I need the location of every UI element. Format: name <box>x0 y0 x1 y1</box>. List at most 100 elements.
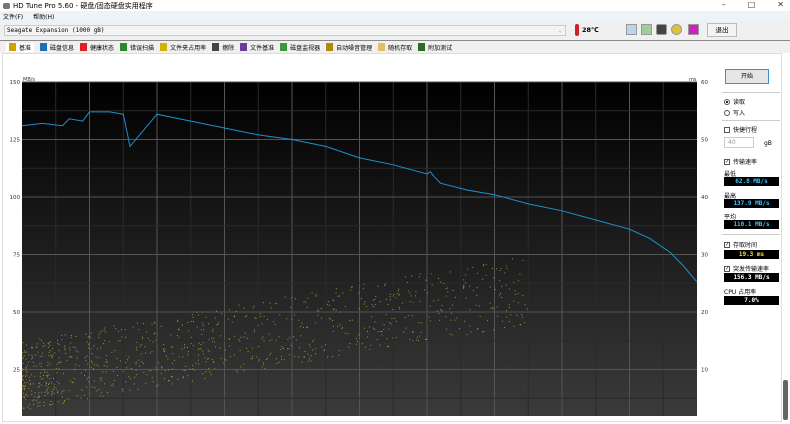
access-time-point <box>376 339 378 341</box>
access-time-point <box>306 326 308 328</box>
access-time-point <box>344 332 346 334</box>
menu-help[interactable]: 帮助(H) <box>33 13 55 21</box>
access-time-point <box>22 379 24 381</box>
access-time-point <box>47 392 49 394</box>
access-time-point <box>164 370 166 372</box>
access-time-point <box>64 349 66 351</box>
access-time-point <box>505 284 507 286</box>
checkbox[interactable]: ✓ <box>724 158 730 165</box>
access-time-point <box>270 307 272 309</box>
tab-2[interactable]: 健康状态 <box>80 43 114 52</box>
access-time-point <box>216 324 218 326</box>
tab-6[interactable]: 文件基准 <box>240 43 274 52</box>
access-time-point <box>307 353 309 355</box>
access-time-point <box>32 383 34 385</box>
radio-read[interactable] <box>724 98 730 105</box>
access-time-point <box>87 336 89 338</box>
access-value: 19.3 ms <box>724 250 779 259</box>
tab-10[interactable]: 附加测试 <box>418 43 452 52</box>
access-time-point <box>254 317 256 319</box>
tab-5[interactable]: 擦除 <box>212 43 234 52</box>
access-time-point <box>49 404 51 406</box>
access-time-point <box>492 308 494 310</box>
read-radio[interactable]: 读取 <box>724 97 745 106</box>
access-time-point <box>498 295 500 297</box>
tab-8[interactable]: 自动噪音管理 <box>326 43 372 52</box>
access-time-point <box>66 360 68 362</box>
start-button[interactable]: 开始 <box>725 69 769 84</box>
access-time-point <box>202 353 204 355</box>
access-time-point <box>445 316 447 318</box>
save-icon[interactable] <box>688 24 699 35</box>
short-stroke-stepper[interactable]: 40 <box>724 137 754 148</box>
access-time-point <box>271 339 273 341</box>
access-time-point <box>54 383 56 385</box>
access-time-point <box>433 300 435 302</box>
access-time-point <box>317 314 319 316</box>
access-time-point <box>383 324 385 326</box>
checkbox[interactable]: ✓ <box>724 241 730 248</box>
access-time-point <box>385 314 387 316</box>
access-time-point <box>377 331 379 333</box>
menu-file[interactable]: 文件(F) <box>3 13 24 21</box>
transfer-rate-label: 传输速率 <box>733 159 758 166</box>
access-time-point <box>325 344 327 346</box>
y2-tick-label: 40 <box>701 195 708 201</box>
tab-icon <box>9 43 16 51</box>
access-time-point <box>239 349 241 351</box>
tab-0[interactable]: 基准 <box>6 42 35 52</box>
access-time-point <box>25 394 27 396</box>
access-time-point <box>374 298 376 300</box>
minimize-button[interactable]: – <box>721 0 726 9</box>
access-time-point <box>256 356 258 358</box>
access-time-point <box>437 299 439 301</box>
access-time-point <box>514 293 516 295</box>
burst-rate-checkbox[interactable]: ✓ 突发传输速率 <box>724 264 769 273</box>
access-time-point <box>198 354 200 356</box>
tab-4[interactable]: 文件夹占用率 <box>160 43 206 52</box>
checkbox[interactable] <box>724 126 730 133</box>
access-time-point <box>48 355 50 357</box>
access-time-point <box>80 397 82 399</box>
access-time-point <box>372 299 374 301</box>
access-time-point <box>70 356 72 358</box>
tab-9[interactable]: 随机存取 <box>378 43 412 52</box>
tab-3[interactable]: 错误扫描 <box>120 43 154 52</box>
checkbox[interactable]: ✓ <box>724 265 730 272</box>
access-time-point <box>361 342 363 344</box>
access-time-point <box>119 340 121 342</box>
access-time-point <box>52 403 54 405</box>
access-time-point <box>370 344 372 346</box>
short-stroke-checkbox[interactable]: 快捷行程 <box>724 125 757 134</box>
radio-write[interactable] <box>724 109 730 116</box>
exit-button[interactable]: 退出 <box>707 23 737 37</box>
access-time-point <box>449 271 451 273</box>
access-time-point <box>261 338 263 340</box>
options-icon[interactable] <box>671 24 682 35</box>
close-button[interactable]: ✕ <box>777 0 784 9</box>
tab-7[interactable]: 磁盘监视器 <box>280 43 320 52</box>
access-time-point <box>456 317 458 319</box>
access-time-point <box>22 378 24 380</box>
access-time-point <box>25 367 27 369</box>
access-time-point <box>381 331 383 333</box>
access-time-point <box>22 396 24 398</box>
maximize-button[interactable]: □ <box>747 0 756 9</box>
access-time-point <box>356 343 358 345</box>
tab-1[interactable]: 磁盘信息 <box>40 43 74 52</box>
access-time-point <box>170 334 172 336</box>
access-time-point <box>50 404 52 406</box>
access-time-point <box>202 373 204 375</box>
transfer-rate-checkbox[interactable]: ✓ 传输速率 <box>724 157 757 166</box>
access-time-point <box>70 337 72 339</box>
drive-select[interactable]: Seagate Expansion (1000 gB) ⌄ <box>4 25 566 36</box>
access-time-checkbox[interactable]: ✓ 存取时间 <box>724 240 757 249</box>
camera-icon[interactable] <box>656 24 667 35</box>
copy-icon[interactable] <box>626 24 637 35</box>
access-time-point <box>369 348 371 350</box>
write-radio[interactable]: 写入 <box>724 108 745 117</box>
copy-green-icon[interactable] <box>641 24 652 35</box>
access-time-point <box>183 376 185 378</box>
access-time-point <box>142 336 144 338</box>
scrollbar[interactable] <box>783 380 788 420</box>
